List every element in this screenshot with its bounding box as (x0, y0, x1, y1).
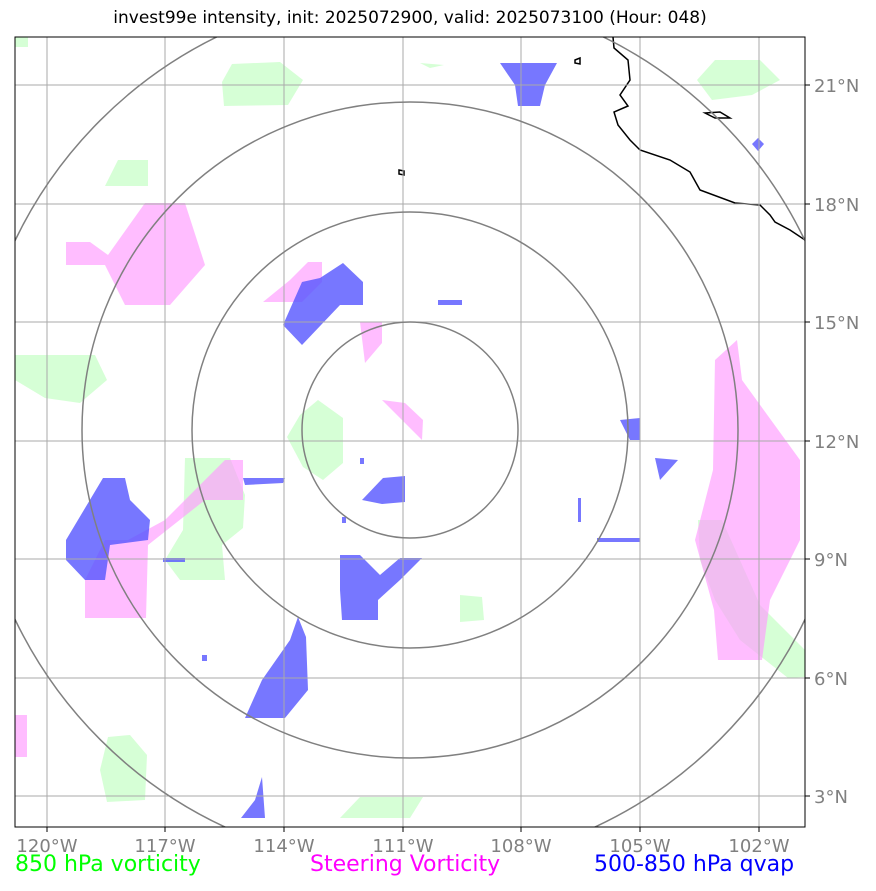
legend-steering-vorticity: Steering Vorticity (310, 852, 501, 877)
steering-blob (695, 340, 800, 660)
vort850-blob (105, 160, 148, 186)
qvap-blob (578, 498, 581, 522)
qvap-blob (620, 418, 640, 440)
legend-qvap: 500-850 hPa qvap (594, 852, 795, 877)
map-title: invest99e intensity, init: 2025072900, v… (113, 8, 707, 28)
range-ring (81, 101, 739, 759)
qvap-blob (360, 458, 364, 464)
map-frame (14, 36, 806, 828)
vort850-blob (420, 63, 444, 68)
lat-label: 3°N (814, 787, 848, 808)
range-rings (15, 37, 805, 827)
qvap-blob (655, 458, 678, 480)
lat-labels: 21°N 18°N 15°N 12°N 9°N 6°N 3°N (814, 76, 859, 808)
lon-label: 111°W (372, 836, 433, 857)
qvap-blob (340, 555, 422, 620)
range-ring (191, 211, 629, 649)
qvap-blob (243, 478, 285, 485)
lon-label: 117°W (134, 836, 195, 857)
steering-layer (15, 203, 800, 757)
lon-label: 105°W (609, 836, 670, 857)
lat-label: 21°N (814, 76, 859, 97)
lon-labels: 120°W 117°W 114°W 111°W 108°W 105°W 102°… (16, 836, 789, 857)
vort850-blob (100, 735, 147, 802)
steering-blob (66, 203, 205, 305)
vort850-blob (287, 400, 343, 480)
qvap-blob (202, 655, 207, 661)
vort850-blob (15, 355, 107, 403)
vort850-blob (15, 37, 28, 47)
qvap-blob (66, 478, 150, 580)
lat-label: 12°N (814, 432, 859, 453)
lat-label: 9°N (814, 550, 848, 571)
lat-label: 18°N (814, 195, 859, 216)
qvap-blob (283, 263, 363, 345)
vort850-blob (460, 595, 484, 622)
vort850-blob (222, 62, 303, 106)
lat-label: 6°N (814, 669, 848, 690)
qvap-blob (241, 777, 265, 818)
lon-label: 120°W (16, 836, 77, 857)
steering-blob (360, 322, 382, 363)
lat-label: 15°N (814, 313, 859, 334)
lon-label: 108°W (490, 836, 551, 857)
lon-label: 114°W (253, 836, 314, 857)
steering-blob (15, 715, 27, 757)
qvap-blob (752, 138, 764, 151)
qvap-blob (342, 517, 346, 523)
legend-850-vorticity: 850 hPa vorticity (15, 852, 201, 877)
qvap-blob (362, 476, 405, 504)
range-ring (301, 321, 519, 539)
gridlines (15, 37, 805, 827)
qvap-blob (438, 300, 462, 305)
vort850-blob (697, 60, 780, 100)
vort850-blob (340, 797, 423, 818)
axis-ticks (46, 84, 810, 832)
lon-label: 102°W (728, 836, 789, 857)
qvap-blob (597, 538, 640, 542)
qvap-blob (245, 617, 308, 718)
